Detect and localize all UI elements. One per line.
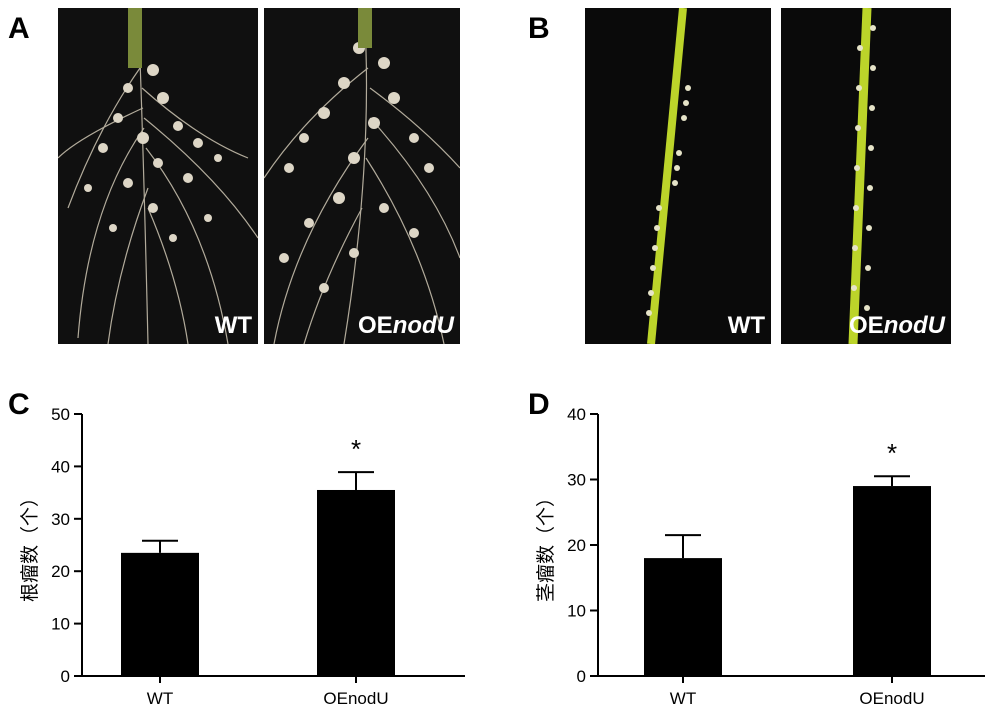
photo-stem-wt: WT bbox=[585, 8, 771, 344]
stem-illustration bbox=[781, 8, 951, 344]
y-tick-label: 10 bbox=[567, 602, 586, 621]
photo-label-wt: WT bbox=[728, 312, 765, 340]
y-axis-label: 根瘤数（个） bbox=[19, 488, 41, 602]
y-tick-label: 0 bbox=[61, 667, 70, 686]
chart-d-svg: 0 10 20 30 40 WT OEnodU * 茎瘤数（个） bbox=[520, 395, 1000, 711]
photo-label-oenodu: OEnodU bbox=[849, 312, 945, 340]
stem-illustration bbox=[585, 8, 771, 344]
bar bbox=[644, 558, 722, 676]
significance-mark: * bbox=[887, 438, 897, 468]
y-tick-label: 40 bbox=[567, 405, 586, 424]
photo-root-wt: WT bbox=[58, 8, 258, 344]
photo-stem-oenodu: OEnodU bbox=[781, 8, 951, 344]
y-tick-label: 30 bbox=[51, 510, 70, 529]
x-tick-label: OEnodU bbox=[859, 689, 924, 708]
root-illustration bbox=[264, 8, 460, 344]
bar bbox=[121, 553, 199, 676]
y-tick-label: 50 bbox=[51, 405, 70, 424]
root-illustration bbox=[58, 8, 258, 344]
y-tick-label: 40 bbox=[51, 457, 70, 476]
chart-stem-nodules: 0 10 20 30 40 WT OEnodU * 茎瘤数（个） bbox=[520, 395, 1000, 711]
chart-root-nodules: 0 10 20 30 40 50 WT OEnodU * 根瘤数（个） bbox=[0, 395, 500, 711]
photo-root-oenodu: OEnodU bbox=[264, 8, 460, 344]
photo-label-wt: WT bbox=[215, 312, 252, 340]
y-tick-label: 20 bbox=[51, 562, 70, 581]
photo-label-oenodu: OEnodU bbox=[358, 312, 454, 340]
bar bbox=[317, 490, 395, 676]
x-tick-label: OEnodU bbox=[323, 689, 388, 708]
y-tick-label: 30 bbox=[567, 471, 586, 490]
y-tick-label: 20 bbox=[567, 536, 586, 555]
y-tick-label: 10 bbox=[51, 615, 70, 634]
panel-letter-b: B bbox=[528, 12, 550, 46]
chart-c-svg: 0 10 20 30 40 50 WT OEnodU * 根瘤数（个） bbox=[0, 395, 500, 711]
y-axis-label: 茎瘤数（个） bbox=[535, 488, 557, 602]
bar bbox=[853, 486, 931, 676]
y-tick-label: 0 bbox=[577, 667, 586, 686]
panel-letter-a: A bbox=[8, 12, 30, 46]
x-tick-label: WT bbox=[670, 689, 696, 708]
significance-mark: * bbox=[351, 434, 361, 464]
x-tick-label: WT bbox=[147, 689, 173, 708]
